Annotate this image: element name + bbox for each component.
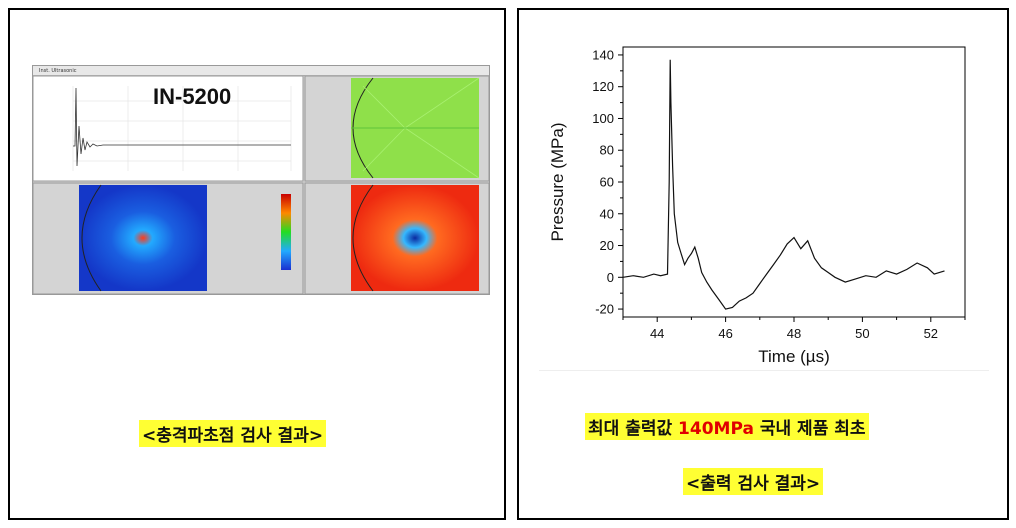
y-tick-label: 20	[600, 238, 614, 253]
headline-pre: 최대 출력값	[588, 419, 679, 439]
divider	[539, 370, 989, 371]
waveform-grid	[72, 86, 292, 171]
left-panel: Inst. Ultrasonic	[8, 8, 506, 520]
left-caption: <충격파초점 검사 결과>	[139, 420, 327, 447]
y-tick-label: 60	[600, 175, 614, 190]
y-tick-label: 120	[592, 79, 614, 94]
waveform-trace	[73, 87, 291, 167]
plot-frame	[622, 46, 966, 318]
waveform-plot-bg	[33, 76, 304, 182]
x-axis-ticks: 44 46 48 50 52	[622, 317, 966, 341]
headline: 최대 출력값 140MPa 국내 제품 최초	[585, 413, 869, 440]
x-tick-label: 44	[650, 326, 664, 341]
y-tick-label: 0	[607, 270, 614, 285]
blue-field-view	[79, 185, 207, 291]
x-tick-label: 46	[718, 326, 732, 341]
y-tick-label: -20	[595, 302, 614, 317]
y-tick-label: 100	[592, 111, 614, 126]
y-tick-label: 140	[592, 47, 614, 62]
right-caption: <출력 검사 결과>	[683, 468, 824, 495]
headline-value: 140MPa	[678, 419, 754, 439]
x-tick-label: 48	[787, 326, 801, 341]
x-axis-label: Time (µs)	[758, 347, 830, 366]
sim-model-label: IN-5200	[153, 84, 232, 109]
headline-post: 국내 제품 최초	[753, 419, 866, 439]
right-panel: 44 46 48 50 52 -20 0 20 40 60 80 100 120 140 Time (µ…	[517, 8, 1009, 520]
y-axis-label: Pressure (MPa)	[548, 122, 567, 241]
sim-window-title: Inst. Ultrasonic	[33, 66, 489, 76]
pressure-chart: 44 46 48 50 52 -20 0 20 40 60 80 100 120 140 Time (µ…	[548, 46, 966, 366]
red-field-view	[351, 185, 479, 291]
x-tick-label: 50	[855, 326, 869, 341]
simulation-screenshot: Inst. Ultrasonic	[32, 65, 490, 295]
x-tick-label: 52	[924, 326, 938, 341]
y-axis-ticks: -20 0 20 40 60 80 100 120 140	[592, 47, 623, 317]
y-tick-label: 40	[600, 206, 614, 221]
color-scale-bar	[281, 194, 291, 270]
pressure-trace	[622, 59, 945, 310]
simulation-views	[33, 76, 489, 294]
y-tick-label: 80	[600, 143, 614, 158]
